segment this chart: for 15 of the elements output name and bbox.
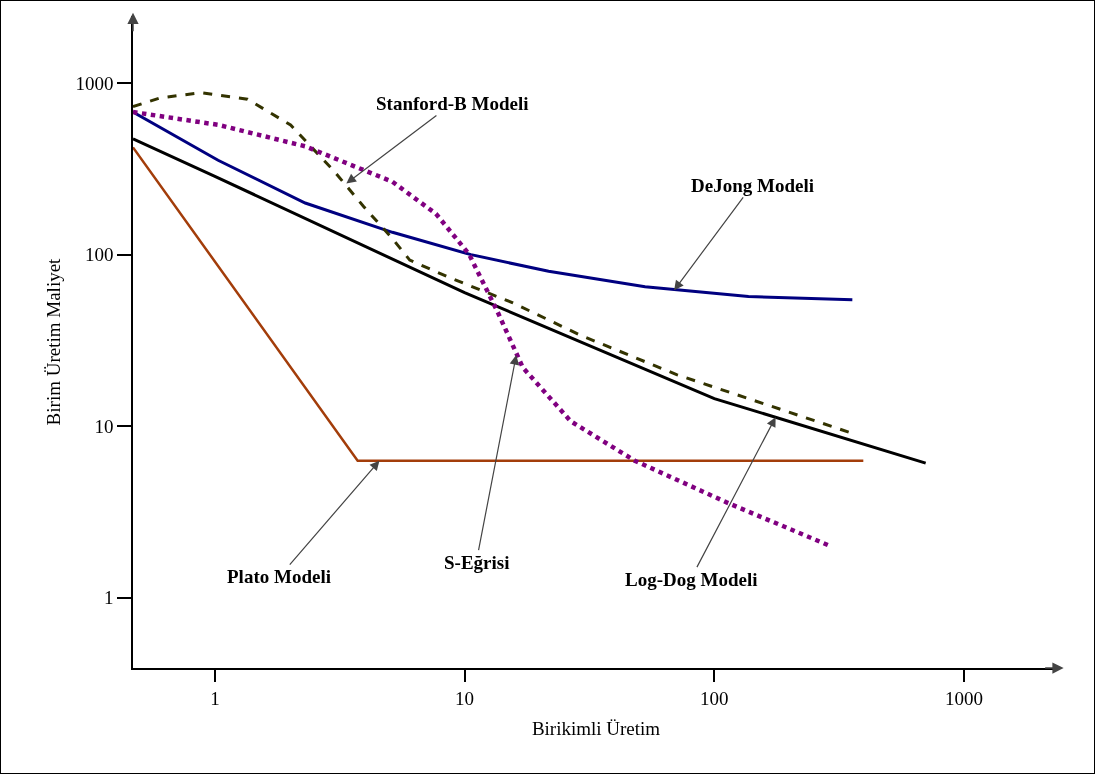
x-tick-label: 100 (700, 687, 729, 709)
annotation: DeJong Modeli (691, 175, 814, 196)
y-axis-title: Birim Üretim Maliyet (42, 257, 64, 426)
annotation: Plato Modeli (227, 566, 331, 587)
annotation: S-Eğrisi (444, 552, 510, 573)
x-tick-label: 1 (210, 687, 220, 709)
y-tick-label: 1000 (75, 72, 114, 94)
x-tick-label: 1000 (945, 687, 984, 709)
y-tick-label: 1 (103, 587, 114, 609)
x-axis-title: Birikimli Üretim (531, 717, 661, 739)
annotation: Stanford-B Modeli (376, 93, 529, 114)
annotation: Log-Dog Modeli (625, 569, 758, 590)
x-tick-label: 10 (455, 687, 475, 709)
y-tick-label: 100 (84, 244, 114, 266)
y-tick-label: 10 (94, 415, 114, 437)
